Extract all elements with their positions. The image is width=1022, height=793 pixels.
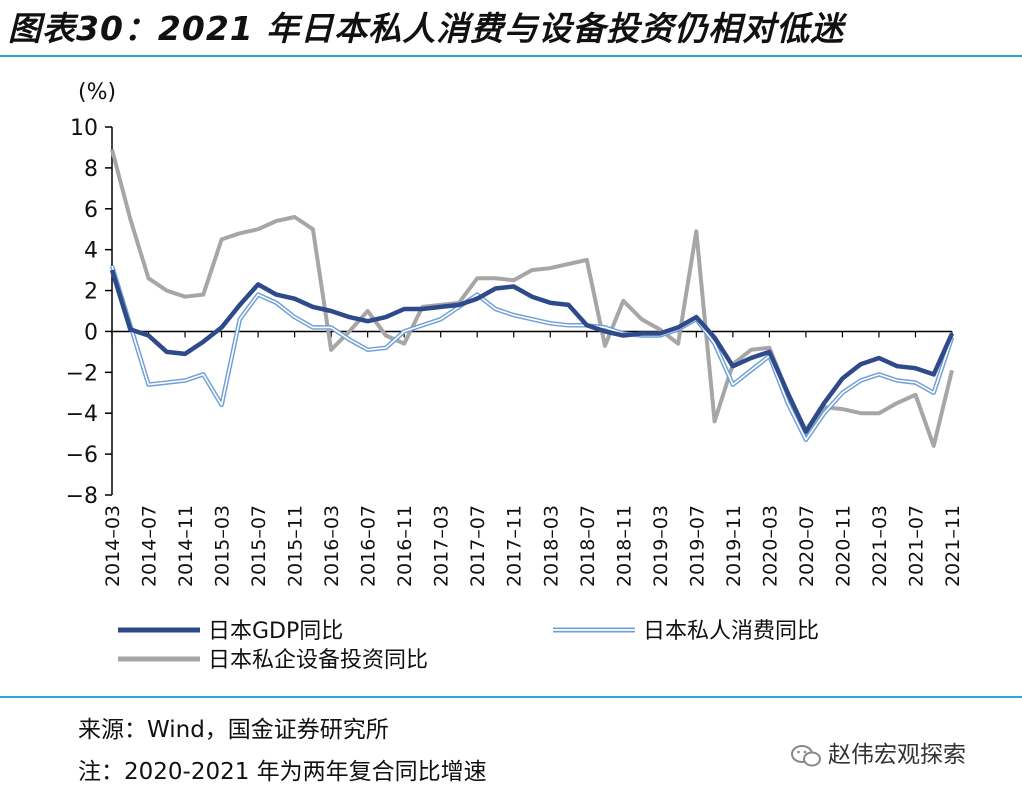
- x-tick-label: 2021–07: [905, 505, 927, 587]
- x-tick-label: 2017–03: [431, 505, 453, 587]
- y-tick-label: 4: [84, 239, 98, 264]
- top-rule: [0, 55, 1022, 57]
- x-tick-label: 2019–07: [686, 505, 708, 587]
- y-tick-label: −8: [66, 484, 98, 509]
- x-tick-label: 2020–03: [759, 505, 781, 587]
- series-1: [109, 265, 955, 443]
- x-tick-label: 2021–03: [869, 505, 891, 587]
- y-tick-label: −6: [66, 443, 98, 468]
- figure-title: 图表30：2021 年日本私人消费与设备投资仍相对低迷: [8, 9, 845, 48]
- series-0: [109, 269, 955, 434]
- y-axis-label: (%): [78, 80, 116, 105]
- x-tick-label: 2018–03: [540, 505, 562, 587]
- x-tick-label: 2020–11: [832, 505, 854, 587]
- x-tick-label: 2019–03: [650, 505, 672, 587]
- y-tick-label: 10: [70, 116, 98, 141]
- y-tick-label: 6: [84, 198, 98, 223]
- y-tick-label: −4: [66, 402, 98, 427]
- watermark: 赵伟宏观探索: [790, 735, 966, 769]
- x-tick-label: 2014–07: [139, 505, 161, 587]
- y-tick-label: −2: [66, 361, 98, 386]
- x-tick-label: 2018–11: [613, 505, 635, 587]
- x-tick-label: 2018–07: [577, 505, 599, 587]
- x-tick-label: 2020–07: [796, 505, 818, 587]
- x-tick-label: 2015–11: [285, 505, 307, 587]
- y-tick-label: 2: [84, 280, 98, 305]
- x-tick-label: 2017–11: [504, 505, 526, 587]
- x-tick-label: 2016–07: [358, 505, 380, 587]
- wechat-icon: [791, 744, 821, 766]
- x-tick-label: 2015–07: [248, 505, 270, 587]
- legend-label: 日本GDP同比: [208, 619, 343, 644]
- source-note: 来源：Wind，国金证券研究所: [78, 717, 389, 743]
- series-line-outer: [109, 265, 955, 443]
- series-line: [109, 269, 955, 434]
- x-tick-label: 2016–03: [321, 505, 343, 587]
- bottom-rule: [0, 696, 1022, 698]
- series-line-inner: [111, 265, 953, 441]
- legend-label: 日本私企设备投资同比: [208, 648, 428, 673]
- series-lines: [109, 148, 955, 448]
- legend-label: 日本私人消费同比: [643, 619, 819, 644]
- y-tick-label: 8: [84, 157, 98, 182]
- footnote: 注：2020-2021 年为两年复合同比增速: [78, 759, 487, 785]
- watermark-text: 赵伟宏观探索: [828, 742, 966, 768]
- x-tick-label: 2014–03: [102, 505, 124, 587]
- x-tick-label: 2016–11: [394, 505, 416, 587]
- x-tick-label: 2017–07: [467, 505, 489, 587]
- x-tick-label: 2019–11: [723, 505, 745, 587]
- x-tick-label: 2015–03: [212, 505, 234, 587]
- y-tick-label: 0: [84, 320, 98, 345]
- x-tick-label: 2021–11: [942, 505, 964, 587]
- x-tick-label: 2014–11: [175, 505, 197, 587]
